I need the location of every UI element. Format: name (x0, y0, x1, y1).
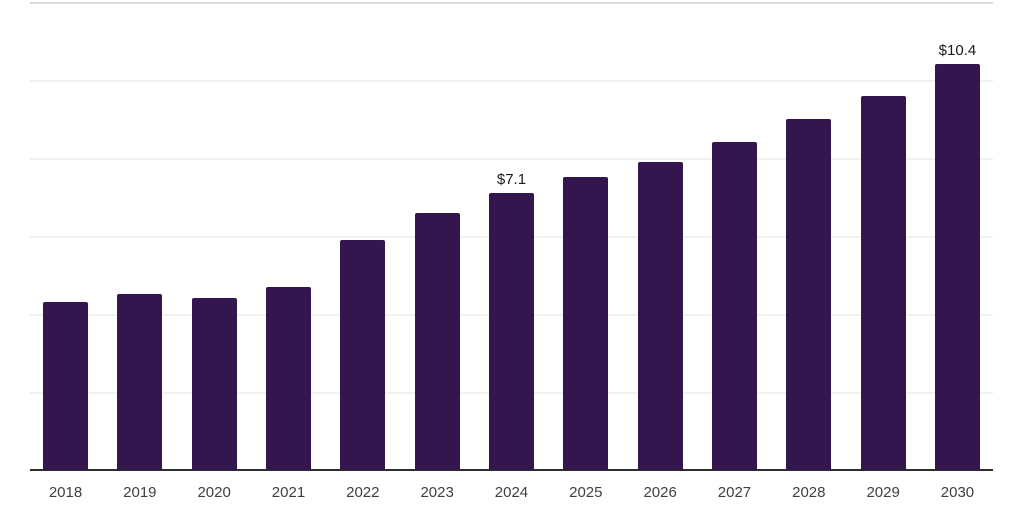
bar-2023 (414, 213, 460, 470)
bar-value-label-2030: $10.4 (938, 42, 977, 59)
x-tick-label-2022: 2022 (346, 484, 380, 501)
x-tick-label-2018: 2018 (48, 484, 83, 501)
bar-2028 (786, 119, 832, 470)
x-tick-label-2023: 2023 (420, 484, 454, 501)
x-tick-label-2027: 2027 (717, 484, 752, 501)
x-axis-line (30, 469, 993, 471)
bar-2024 (488, 193, 534, 470)
bar-2030 (934, 64, 980, 470)
bar-value-label-2024: $7.1 (496, 171, 527, 188)
x-tick-label-2021: 2021 (271, 484, 306, 501)
plot-area (30, 0, 993, 471)
bar-2020 (191, 298, 237, 470)
bar-2021 (265, 287, 311, 470)
x-tick-label-2029: 2029 (866, 484, 900, 501)
x-tick-label-2030: 2030 (940, 484, 975, 501)
x-tick-label-2026: 2026 (643, 484, 677, 501)
gridline-y-10 (30, 80, 993, 82)
gridline-y-12 (30, 2, 993, 4)
gridline-y-8 (30, 158, 993, 160)
x-tick-label-2024: 2024 (494, 484, 529, 501)
bar-2026 (637, 162, 683, 470)
bar-2018 (43, 302, 88, 470)
bar-2022 (340, 240, 386, 470)
x-tick-label-2019: 2019 (123, 484, 157, 501)
bar-2027 (711, 142, 757, 470)
bar-2019 (117, 294, 163, 470)
bar-2025 (563, 177, 609, 470)
x-tick-label-2020: 2020 (197, 484, 231, 501)
x-tick-label-2028: 2028 (792, 484, 826, 501)
bar-2029 (860, 96, 906, 470)
x-tick-label-2025: 2025 (569, 484, 603, 501)
